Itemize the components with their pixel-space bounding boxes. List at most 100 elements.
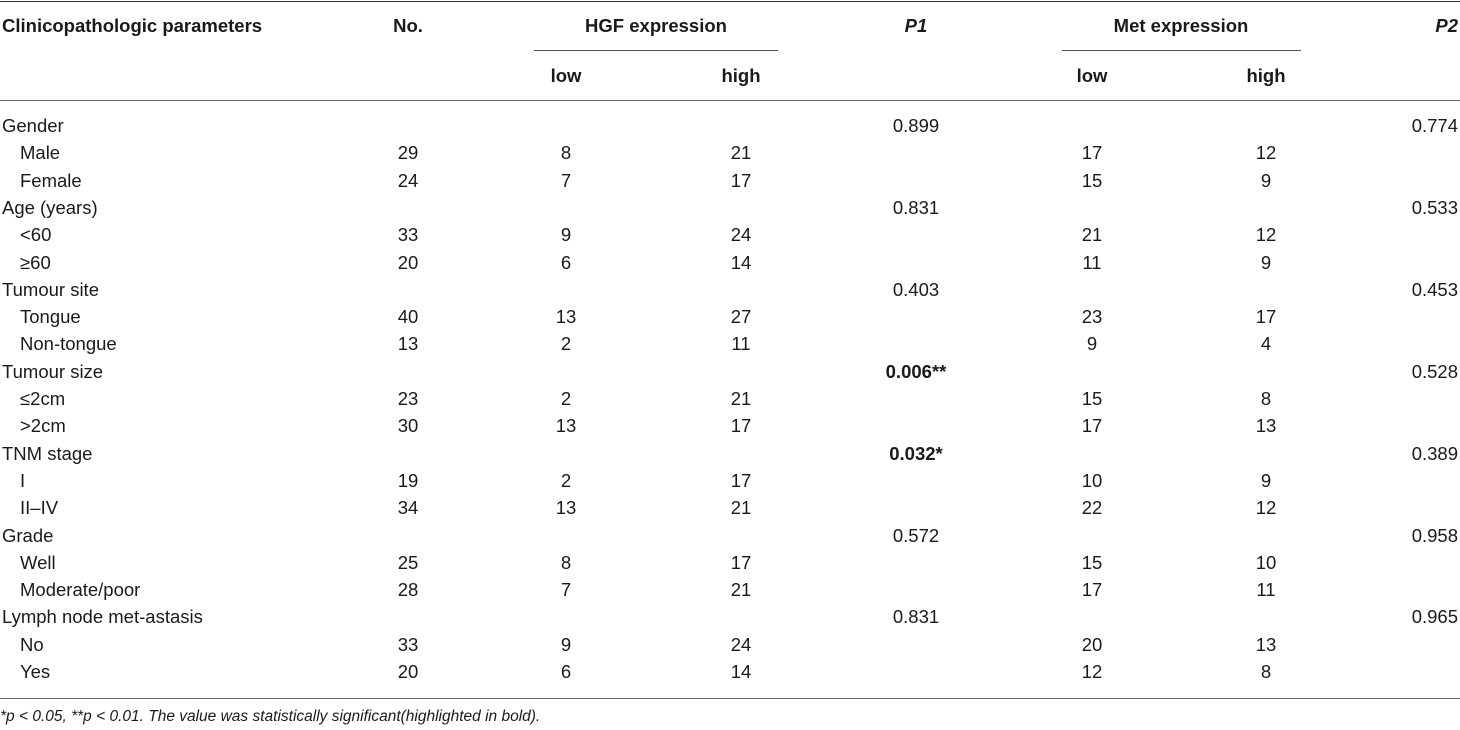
cell-met-high: 17 [1255,306,1277,327]
header-met-expression: Met expression [1113,15,1249,36]
cell-met-high: 13 [1255,634,1277,655]
cell-met-low: 11 [1082,252,1102,273]
cell-no: 20 [397,252,419,273]
header-hgf-high: high [721,65,761,86]
cell-no: 28 [397,579,419,600]
row-group-label: Age (years) [2,197,98,218]
cell-no: 34 [397,497,419,518]
cell-hgf-low: 13 [555,415,577,436]
row-sublabel: Non-tongue [20,333,117,354]
cell-hgf-high: 24 [730,224,752,245]
cell-hgf-low: 6 [560,661,572,682]
cell-hgf-high: 17 [730,470,752,491]
cell-hgf-low: 7 [560,170,572,191]
cell-hgf-high: 17 [730,552,752,573]
row-sublabel: Yes [20,661,51,682]
cell-hgf-low: 9 [560,634,572,655]
cell-hgf-high: 27 [730,306,752,327]
cell-hgf-low: 2 [560,333,572,354]
cell-hgf-low: 8 [560,142,572,163]
cell-hgf-high: 21 [730,579,752,600]
cell-no: 20 [397,661,419,682]
row-sublabel: Tongue [20,306,81,327]
cell-met-low: 15 [1081,388,1103,409]
row-sublabel: II–IV [20,497,59,518]
header-rule [0,100,1460,101]
row-sublabel: <60 [20,224,52,245]
cell-hgf-high: 24 [730,634,752,655]
cell-met-low: 22 [1081,497,1103,518]
cell-hgf-high: 14 [730,661,752,682]
header-p2: P2 [1435,15,1458,36]
cell-p1: 0.831 [892,606,940,627]
cell-hgf-high: 21 [730,388,752,409]
row-group-label: TNM stage [2,443,93,464]
header-met-low: low [1076,65,1108,86]
cell-met-high: 9 [1260,170,1272,191]
cell-met-low: 23 [1081,306,1103,327]
cell-met-high: 9 [1260,470,1272,491]
row-group-label: Tumour size [2,361,104,382]
cell-met-high: 4 [1260,333,1272,354]
row-sublabel: Female [20,170,82,191]
cell-hgf-high: 21 [730,142,752,163]
cell-met-high: 8 [1260,388,1272,409]
header-parameters: Clinicopathologic parameters [2,15,263,36]
cell-no: 33 [397,224,419,245]
row-sublabel: I [20,470,26,491]
cell-met-low: 21 [1081,224,1103,245]
cell-hgf-low: 2 [560,470,572,491]
cell-p1: 0.831 [892,197,940,218]
row-sublabel: ≥60 [20,252,51,273]
cell-met-high: 12 [1255,224,1277,245]
cell-met-low: 17 [1081,579,1103,600]
cell-hgf-high: 11 [731,333,751,354]
met-group-rule [1062,50,1301,51]
cell-hgf-low: 6 [560,252,572,273]
row-group-label: Grade [2,525,54,546]
cell-p2: 0.965 [1411,606,1458,627]
cell-hgf-high: 21 [730,497,752,518]
cell-hgf-low: 8 [560,552,572,573]
cell-met-low: 20 [1081,634,1103,655]
cell-p1: 0.006** [885,361,947,382]
cell-p1: 0.572 [892,525,940,546]
row-sublabel: ≤2cm [20,388,66,409]
cell-no: 19 [397,470,419,491]
cell-hgf-low: 13 [555,497,577,518]
cell-met-low: 12 [1081,661,1103,682]
row-group-label: Lymph node met-astasis [2,606,203,627]
cell-hgf-high: 14 [730,252,752,273]
cell-hgf-low: 7 [560,579,572,600]
cell-p2: 0.533 [1411,197,1458,218]
cell-p2: 0.774 [1411,115,1458,136]
header-hgf-low: low [550,65,582,86]
hgf-group-rule [534,50,778,51]
cell-met-low: 9 [1086,333,1098,354]
row-sublabel: No [20,634,44,655]
cell-hgf-low: 2 [560,388,572,409]
cell-met-low: 10 [1081,470,1103,491]
top-rule [0,1,1460,2]
header-met-high: high [1246,65,1286,86]
cell-hgf-low: 13 [555,306,577,327]
cell-no: 33 [397,634,419,655]
cell-hgf-high: 17 [730,415,752,436]
cell-met-high: 10 [1255,552,1277,573]
cell-p1: 0.403 [892,279,940,300]
row-sublabel: Moderate/poor [20,579,141,600]
row-sublabel: Male [20,142,61,163]
cell-met-high: 12 [1255,497,1277,518]
cell-no: 29 [397,142,419,163]
cell-met-high: 12 [1255,142,1277,163]
row-group-label: Tumour site [2,279,99,300]
cell-met-low: 17 [1081,415,1103,436]
cell-hgf-high: 17 [730,170,752,191]
cell-no: 25 [397,552,419,573]
cell-no: 30 [397,415,419,436]
cell-p1: 0.032* [889,443,943,464]
row-sublabel: Well [20,552,56,573]
header-no: No. [393,15,423,36]
cell-hgf-low: 9 [560,224,572,245]
cell-met-low: 17 [1081,142,1103,163]
